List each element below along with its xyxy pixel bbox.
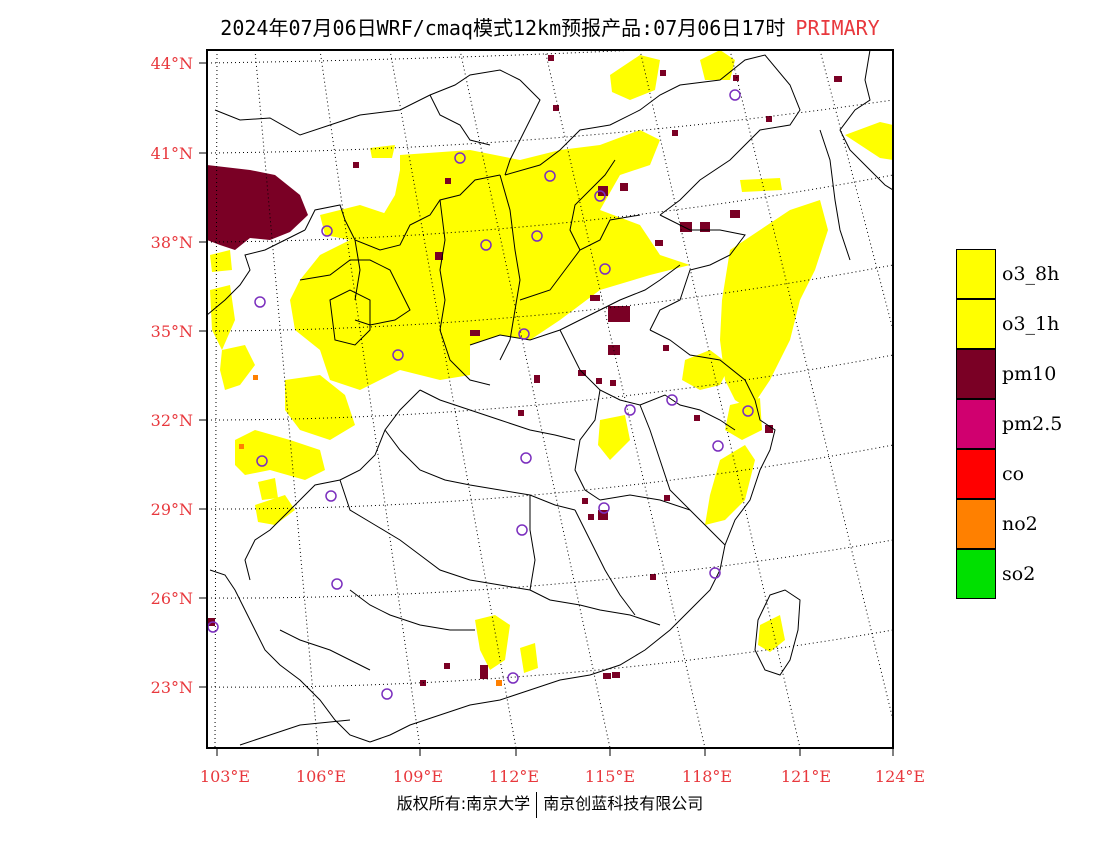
station-marker: [594, 190, 606, 202]
legend-item-co: co: [956, 449, 1096, 499]
lat-label-44: 44°N: [151, 54, 193, 73]
lat-label-32: 32°N: [151, 411, 193, 430]
lon-label-103: 103°E: [200, 767, 250, 786]
title-main: 2024年07月06日WRF/cmaq模式12km预报产品:07月06日17时: [220, 16, 786, 40]
legend-item-pm25: pm2.5: [956, 399, 1096, 449]
lon-label-124: 124°E: [875, 767, 925, 786]
longitude-axis: 103°E 106°E 109°E 112°E 115°E 118°E 121°…: [200, 748, 925, 786]
lon-label-118: 118°E: [682, 767, 732, 786]
station-marker: [666, 394, 678, 406]
legend-swatch: [956, 299, 996, 349]
legend-label: no2: [1002, 513, 1038, 535]
station-marker: [599, 263, 611, 275]
copyright-left: 版权所有:南京大学: [396, 794, 531, 813]
lat-label-26: 26°N: [151, 589, 193, 608]
no2-region-layer: [239, 375, 502, 686]
station-marker: [742, 405, 754, 417]
pollutant-legend: o3_8h o3_1h pm10 pm2.5 co no2 so2: [956, 249, 1096, 599]
pollution-field-layer: [207, 50, 893, 686]
station-marker: [729, 89, 741, 101]
station-marker: [392, 349, 404, 361]
lon-label-112: 112°E: [489, 767, 539, 786]
legend-swatch: [956, 449, 996, 499]
legend-label: o3_1h: [1002, 313, 1060, 335]
legend-swatch: [956, 399, 996, 449]
legend-label: pm2.5: [1002, 413, 1063, 435]
lat-label-29: 29°N: [151, 500, 193, 519]
station-marker: [598, 502, 610, 514]
station-marker: [520, 452, 532, 464]
legend-item-so2: so2: [956, 549, 1096, 599]
lon-label-106: 106°E: [296, 767, 346, 786]
station-marker: [712, 440, 724, 452]
station-marker: [480, 239, 492, 251]
legend-swatch: [956, 549, 996, 599]
station-marker: [321, 225, 333, 237]
legend-label: pm10: [1002, 363, 1057, 385]
legend-item-o3-8h: o3_8h: [956, 249, 1096, 299]
legend-item-o3-1h: o3_1h: [956, 299, 1096, 349]
lat-label-35: 35°N: [151, 322, 193, 341]
o3-region-layer: [210, 50, 893, 673]
footer-divider: [536, 791, 538, 818]
legend-swatch: [956, 249, 996, 299]
copyright-footer: 版权所有:南京大学 南京创蓝科技有限公司: [0, 790, 1100, 818]
lat-label-41: 41°N: [151, 144, 193, 163]
map-frame: [206, 49, 894, 749]
legend-item-pm10: pm10: [956, 349, 1096, 399]
legend-label: so2: [1002, 563, 1036, 585]
map-title: 2024年07月06日WRF/cmaq模式12km预报产品:07月06日17时 P…: [0, 12, 1100, 41]
station-marker: [454, 152, 466, 164]
lon-label-109: 109°E: [393, 767, 443, 786]
latitude-axis: 44°N 41°N 38°N 35°N 32°N 29°N 26°N 23°N: [151, 54, 207, 697]
copyright-right: 南京创蓝科技有限公司: [543, 794, 704, 813]
station-marker: [709, 567, 721, 579]
station-marker: [507, 672, 519, 684]
legend-swatch: [956, 499, 996, 549]
station-marker: [331, 578, 343, 590]
station-marker: [624, 404, 636, 416]
station-marker: [531, 230, 543, 242]
station-marker: [256, 455, 268, 467]
station-marker: [518, 328, 530, 340]
legend-label: co: [1002, 463, 1025, 485]
monitoring-stations: [207, 89, 754, 700]
lat-label-38: 38°N: [151, 233, 193, 252]
legend-swatch: [956, 349, 996, 399]
station-marker: [516, 524, 528, 536]
pm10-region-layer: [207, 55, 842, 686]
legend-label: o3_8h: [1002, 263, 1060, 285]
station-marker: [254, 296, 266, 308]
station-marker: [325, 490, 337, 502]
title-primary-tag: PRIMARY: [795, 16, 880, 40]
station-marker: [381, 688, 393, 700]
legend-item-no2: no2: [956, 499, 1096, 549]
station-marker: [544, 170, 556, 182]
lon-label-121: 121°E: [781, 767, 831, 786]
lat-label-23: 23°N: [151, 678, 193, 697]
lon-label-115: 115°E: [585, 767, 635, 786]
graticule: [207, 50, 893, 748]
boundary-lines: [207, 50, 893, 746]
